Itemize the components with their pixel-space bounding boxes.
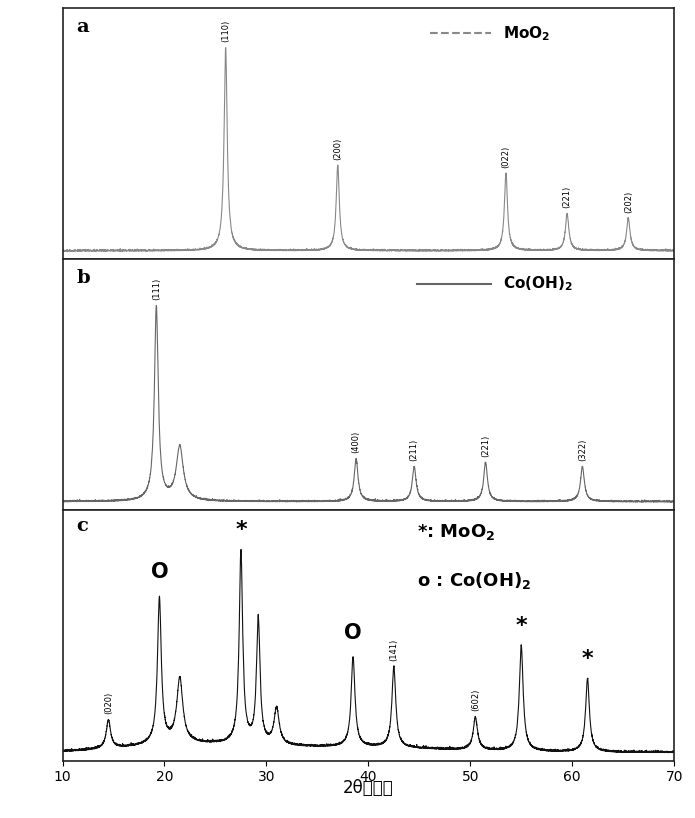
Text: *: * [582, 649, 594, 669]
Text: a: a [76, 18, 89, 36]
Text: (602): (602) [471, 689, 480, 712]
Text: (400): (400) [352, 430, 361, 453]
Text: (211): (211) [410, 438, 418, 461]
Text: (111): (111) [152, 277, 161, 300]
Text: 2θ（度）: 2θ（度） [343, 779, 394, 797]
Text: c: c [76, 518, 88, 536]
Text: $\mathbf{Co(OH)_2}$: $\mathbf{Co(OH)_2}$ [503, 275, 573, 294]
Text: $\mathbf{o}$ : $\mathbf{Co(OH)_2}$: $\mathbf{o}$ : $\mathbf{Co(OH)_2}$ [417, 570, 532, 591]
Text: (221): (221) [481, 435, 490, 457]
Text: O: O [151, 562, 168, 582]
Text: (110): (110) [221, 20, 230, 42]
Text: (141): (141) [389, 639, 398, 661]
Text: *: * [516, 615, 527, 636]
Text: (221): (221) [563, 187, 571, 209]
Text: (200): (200) [334, 137, 342, 160]
Text: (322): (322) [578, 438, 587, 461]
Text: $\boldsymbol{*}$: $\mathbf{MoO_2}$: $\boldsymbol{*}$: $\mathbf{MoO_2}$ [417, 523, 496, 542]
Text: O: O [344, 622, 362, 643]
Text: (022): (022) [502, 146, 510, 168]
Text: *: * [235, 520, 247, 540]
Text: $\mathbf{MoO_2}$: $\mathbf{MoO_2}$ [503, 24, 550, 43]
Text: (020): (020) [104, 692, 113, 714]
Text: (202): (202) [624, 191, 632, 213]
Text: b: b [76, 269, 90, 287]
